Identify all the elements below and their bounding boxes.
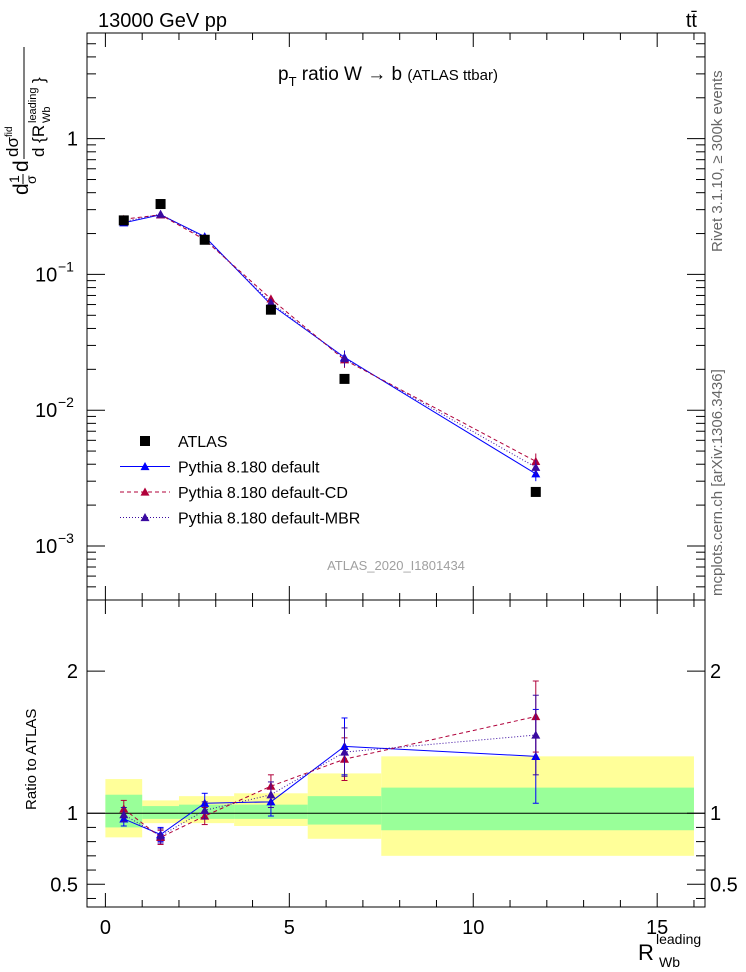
ratio-y-tick-label-right: 0.5 <box>710 874 738 896</box>
series-line-2 <box>123 213 537 468</box>
svg-text:d: d <box>10 183 33 195</box>
atlas-data-point <box>265 304 276 315</box>
ratio-y-tick-label: 0.5 <box>50 874 78 896</box>
svg-text:σ: σ <box>23 175 39 184</box>
svg-text:−1: −1 <box>58 258 74 274</box>
svg-text:10: 10 <box>35 536 57 558</box>
analysis-watermark: ATLAS_2020_I1801434 <box>327 558 465 573</box>
series-marker <box>266 298 276 307</box>
side-label-mcplots: mcplots.cern.ch [arXiv:1306.3436] <box>709 369 726 596</box>
ratio-y-tick-label-right: 1 <box>710 803 721 825</box>
x-tick-label: 0 <box>100 917 111 939</box>
svg-text:dσ: dσ <box>3 137 22 157</box>
y-tick-label: 1 <box>67 129 78 151</box>
svg-text:−3: −3 <box>58 530 74 546</box>
series-marker <box>531 462 541 471</box>
svg-text:−2: −2 <box>58 394 74 410</box>
svg-text:d: d <box>10 160 33 172</box>
green-band <box>307 796 382 825</box>
ratio-y-tick-label: 1 <box>67 803 78 825</box>
green-band <box>142 806 179 819</box>
legend-marker <box>140 487 150 496</box>
svg-text:Wb: Wb <box>41 107 53 124</box>
svg-text:1: 1 <box>67 129 78 151</box>
ratio-series-line-0 <box>123 745 536 836</box>
legend-label: Pythia 8.180 default <box>178 460 320 477</box>
svg-text:1: 1 <box>6 175 22 183</box>
legend-marker <box>140 513 150 522</box>
main-plot-title: pT ratio W → b (ATLAS ttbar) <box>278 64 498 89</box>
series-marker <box>156 209 166 218</box>
y-tick-label: 10 −3 <box>35 530 74 558</box>
ratio-y-tick-label-right: 2 <box>710 661 721 683</box>
ratio-marker <box>119 810 129 819</box>
legend-label: Pythia 8.180 default-CD <box>178 485 348 502</box>
ratio-marker <box>531 730 541 739</box>
main-y-axis-label: d 1 σ d dσ fid d {R Wb leading } <box>3 47 53 195</box>
header-left: 13000 GeV pp <box>98 10 227 32</box>
svg-text:10: 10 <box>35 264 57 286</box>
ratio-y-tick-label: 2 <box>67 661 78 683</box>
y-tick-label: 10 −1 <box>35 258 74 286</box>
svg-text:Wb: Wb <box>659 954 680 970</box>
ratio-marker <box>200 805 210 814</box>
svg-text:d {R: d {R <box>29 125 48 157</box>
series-line-1 <box>123 214 537 462</box>
y-tick-label: 10 −2 <box>35 394 74 422</box>
legend-marker <box>140 462 150 471</box>
legend-label: Pythia 8.180 default-MBR <box>178 511 360 528</box>
lower-frame <box>86 599 706 908</box>
svg-text:}: } <box>29 77 48 83</box>
svg-text:10: 10 <box>35 400 57 422</box>
x-tick-label: 10 <box>462 917 484 939</box>
svg-text:leading: leading <box>27 88 39 123</box>
green-band <box>381 787 694 831</box>
x-tick-label: 5 <box>284 917 295 939</box>
svg-text:leading: leading <box>656 931 701 947</box>
atlas-data-point <box>339 373 350 384</box>
svg-text:R: R <box>638 940 654 965</box>
atlas-data-point <box>118 215 129 226</box>
svg-text:fid: fid <box>4 126 15 137</box>
atlas-data-point <box>155 199 166 210</box>
x-tick-label: 15 <box>646 917 668 939</box>
atlas-data-point <box>530 486 541 497</box>
side-label-rivet: Rivet 3.1.10, ≥ 300k events <box>709 70 726 252</box>
legend-label: ATLAS <box>178 434 228 451</box>
ratio-marker <box>340 747 349 756</box>
x-axis-label: R leading Wb <box>638 931 701 970</box>
ratio-marker <box>266 790 276 799</box>
ratio-series-line-1 <box>123 716 536 838</box>
header-right: tt̄ <box>686 10 698 32</box>
ratio-y-axis-label: Ratio to ATLAS <box>23 709 40 810</box>
legend-marker-atlas <box>140 436 150 446</box>
ratio-marker <box>156 831 166 840</box>
atlas-data-point <box>199 234 210 245</box>
series-marker <box>340 354 349 363</box>
